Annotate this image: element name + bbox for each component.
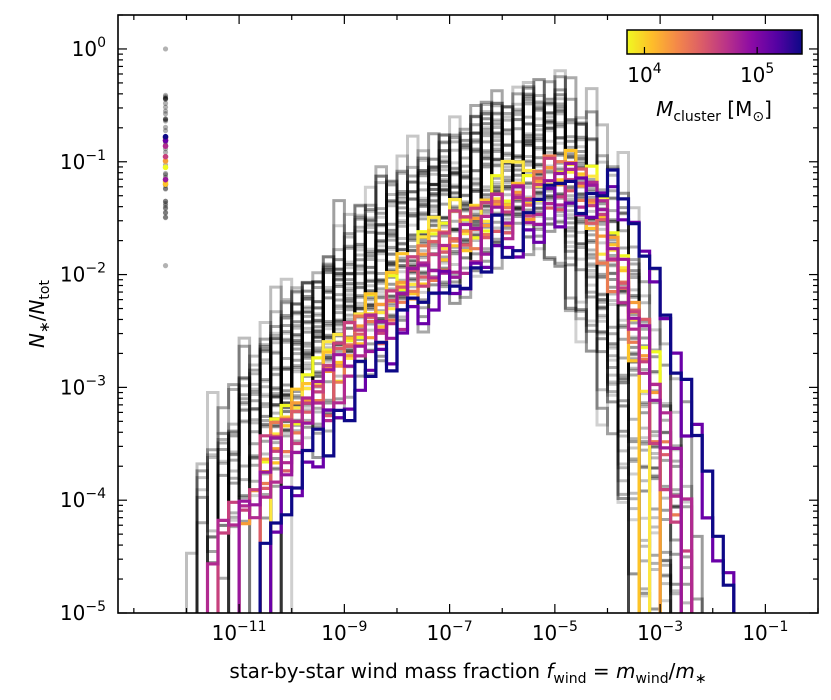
total-marker [162, 263, 169, 269]
gray-histogram [279, 101, 683, 613]
total-marker [162, 92, 169, 98]
plot-frame [117, 14, 819, 614]
colorbar-tick-label: 104 [627, 61, 661, 87]
total-marker [162, 137, 169, 144]
gray-histogram [258, 92, 694, 613]
colored-histogram [216, 156, 694, 613]
x-axis-label: star-by-star wind mass fraction fwind = … [229, 659, 706, 687]
gray-histogram [227, 85, 673, 613]
total-marker [162, 95, 169, 102]
total-marker [162, 158, 169, 164]
y-axis-ticks: 10−5 10−4 10−3 10−2 10−1 100 [60, 14, 818, 625]
total-marker [162, 198, 169, 204]
total-marker [162, 181, 169, 187]
y-tick-label: 10−5 [60, 599, 106, 625]
colored-histogram [258, 168, 736, 613]
total-marker [162, 186, 169, 192]
total-marker [162, 94, 169, 100]
y-axis-label: N∗/Ntot [25, 280, 53, 348]
x-tick-label: 10−5 [532, 619, 578, 645]
gray-histogram [269, 93, 630, 613]
x-tick-label: 10−9 [321, 619, 367, 645]
total-marker [162, 133, 169, 140]
total-marker [162, 143, 169, 149]
total-marker [162, 210, 169, 216]
y-tick-label: 100 [72, 35, 106, 61]
total-marker [162, 198, 169, 204]
colored-histogram [237, 161, 683, 613]
gray-histogram [248, 99, 694, 613]
total-marker [162, 149, 169, 155]
total-marker [162, 153, 169, 160]
total-markers [162, 46, 169, 269]
y-tick-label: 10−1 [60, 148, 106, 174]
gray-histogram [216, 122, 630, 613]
total-marker [162, 108, 169, 114]
y-tick-label: 10−2 [60, 261, 106, 287]
total-marker [162, 215, 169, 221]
total-marker [162, 116, 169, 122]
gray-histogram [279, 101, 641, 613]
total-marker [162, 100, 169, 106]
gray-histogram [237, 78, 641, 613]
x-tick-label: 10−7 [427, 619, 473, 645]
gray-histogram [258, 81, 662, 613]
total-marker [162, 95, 169, 101]
total-marker [162, 200, 169, 207]
colored-histogram [258, 154, 662, 613]
colorbar: 104 105 Mcluster [M⊙] [626, 29, 803, 125]
colored-histogram [269, 176, 736, 613]
total-marker [162, 118, 169, 124]
total-marker [162, 124, 169, 130]
total-marker [162, 96, 169, 102]
total-marker [162, 96, 169, 102]
total-marker [162, 104, 169, 110]
total-marker [162, 185, 169, 192]
x-tick-label: 10−1 [742, 619, 788, 645]
total-marker [162, 176, 169, 183]
x-axis-ticks: 10−11 10−9 10−7 10−5 10−3 10−1 [133, 15, 819, 645]
total-marker [162, 214, 169, 220]
gray-histogram [206, 102, 673, 613]
total-marker [162, 172, 169, 178]
x-tick-label: 10−3 [637, 619, 683, 645]
total-marker [162, 204, 169, 211]
total-marker [162, 164, 169, 171]
colorbar-gradient [626, 29, 803, 55]
total-marker [162, 206, 169, 212]
total-marker [162, 128, 169, 134]
total-marker [162, 117, 169, 123]
y-tick-label: 10−3 [60, 373, 106, 399]
total-marker [162, 202, 169, 208]
x-tick-label: 10−11 [212, 619, 267, 645]
colored-histograms [205, 148, 736, 613]
total-marker [162, 170, 169, 177]
total-marker [162, 209, 169, 216]
total-marker [162, 46, 169, 52]
y-tick-label: 10−4 [60, 486, 106, 512]
colorbar-tick-label: 105 [740, 61, 774, 87]
colorbar-label: Mcluster [M⊙] [656, 97, 772, 125]
colorbar-ticks: 104 105 [627, 47, 774, 87]
total-marker [162, 116, 169, 122]
total-marker [162, 111, 169, 117]
gray-histogram [216, 122, 683, 613]
